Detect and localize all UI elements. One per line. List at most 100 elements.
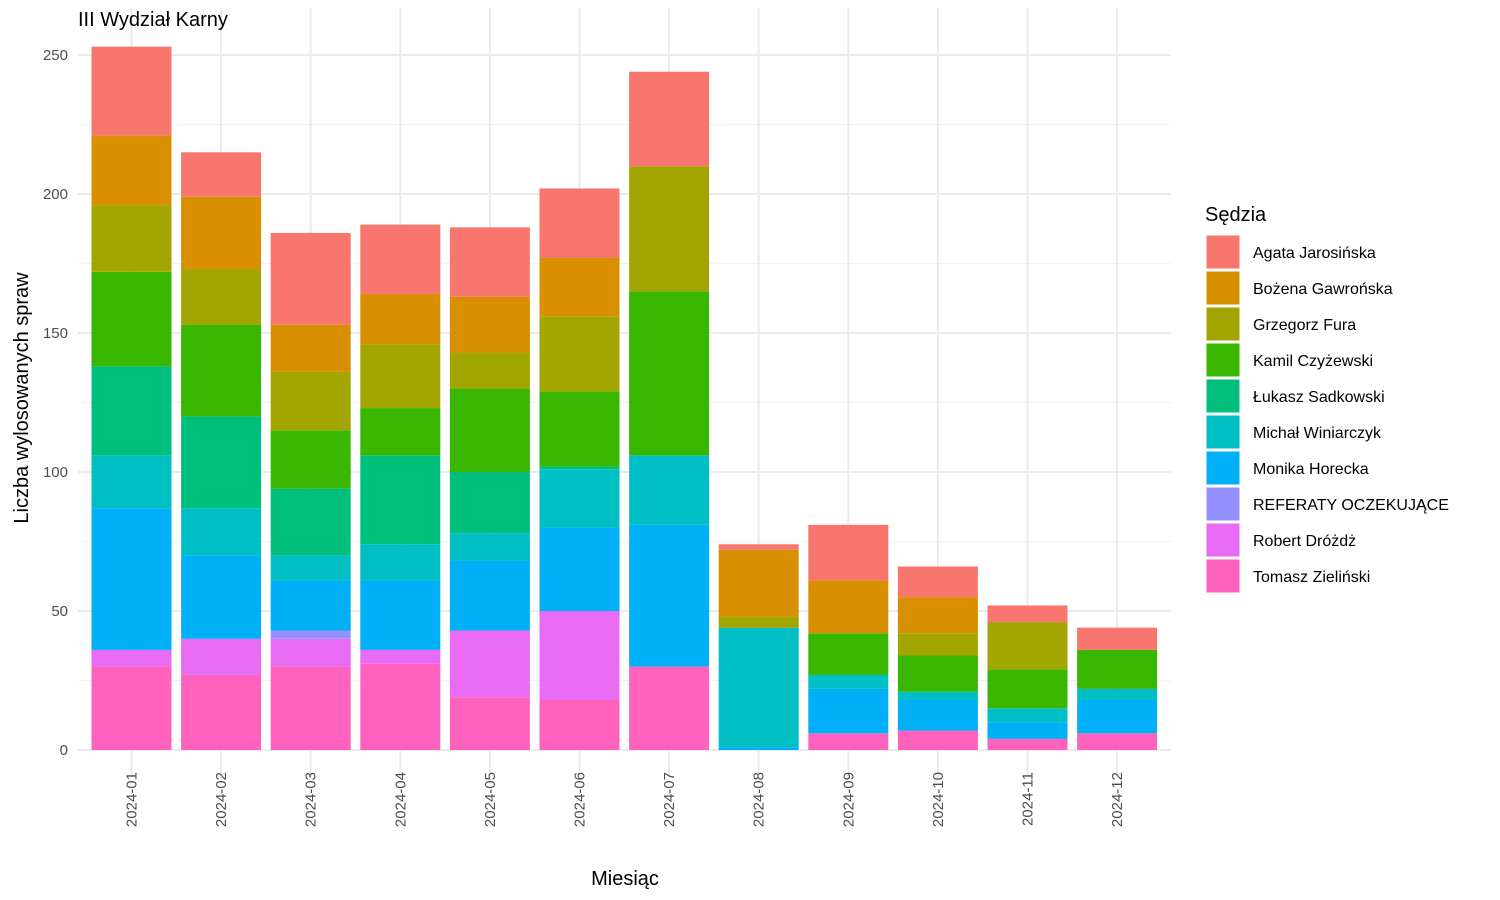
bar-2024-03-grzegorz-fura	[270, 371, 351, 431]
bar-2024-01-robert-drozdz	[91, 649, 172, 667]
bar-2024-12-tomasz-zielinski	[1077, 733, 1158, 750]
legend-label: Michał Winiarczyk	[1253, 425, 1382, 442]
bar-2024-03-kamil-czyzewski	[270, 430, 351, 489]
bar-2024-02-lukasz-sadkowski	[181, 416, 262, 509]
y-axis-ticks: 0 50 100 150 200 250	[43, 47, 68, 759]
legend-label: Kamil Czyżewski	[1253, 353, 1373, 370]
bar-2024-05-kamil-czyzewski	[449, 388, 530, 472]
bar-2024-01-monika-horecka	[91, 508, 172, 650]
chart-title: III Wydział Karny	[78, 9, 228, 31]
bar-2024-03-lukasz-sadkowski	[270, 488, 351, 556]
legend-label: Bożena Gawrońska	[1253, 281, 1393, 298]
legend-key	[1205, 306, 1241, 342]
bar-2024-02-kamil-czyzewski	[181, 324, 262, 417]
y-tick-label: 250	[43, 47, 68, 64]
bar-2024-12-michal-winiarczyk	[1077, 688, 1158, 700]
bar-2024-06-kamil-czyzewski	[539, 391, 620, 467]
x-axis-title: Miesiąc	[591, 868, 659, 890]
legend-label: Agata Jarosińska	[1253, 245, 1376, 262]
bar-2024-11-tomasz-zielinski	[987, 738, 1068, 750]
bar-2024-08-agata-jarosinska	[718, 544, 799, 550]
legend-label: Łukasz Sadkowski	[1253, 389, 1385, 406]
legend-item: Michał Winiarczyk	[1205, 414, 1382, 450]
legend-item: Bożena Gawrońska	[1205, 270, 1393, 306]
bar-2024-02-robert-drozdz	[181, 638, 262, 675]
x-tick-label: 2024-03	[303, 772, 320, 827]
bar-2024-11-monika-horecka	[987, 722, 1068, 739]
bar-2024-09-kamil-czyzewski	[808, 633, 889, 675]
bar-2024-05-michal-winiarczyk	[449, 533, 530, 561]
bar-2024-04-tomasz-zielinski	[360, 663, 441, 750]
bar-2024-06-michal-winiarczyk	[539, 469, 620, 528]
legend-item: Grzegorz Fura	[1205, 306, 1356, 342]
legend-label: Monika Horecka	[1253, 461, 1369, 478]
x-tick-label: 2024-06	[572, 772, 589, 827]
legend-item: Kamil Czyżewski	[1205, 342, 1373, 378]
legend-label: Robert Dróżdż	[1253, 533, 1356, 550]
bar-2024-01-kamil-czyzewski	[91, 271, 172, 367]
bar-2024-10-monika-horecka	[897, 699, 978, 731]
x-tick-label: 2024-07	[661, 772, 678, 827]
legend-item: REFERATY OCZEKUJĄCE	[1205, 486, 1449, 522]
bar-2024-07-michal-winiarczyk	[629, 455, 710, 525]
x-axis-ticks: 2024-01 2024-02 2024-03 2024-04 2024-05 2024-…	[124, 772, 1127, 827]
legend-key	[1205, 450, 1241, 486]
bar-2024-06-agata-jarosinska	[539, 188, 620, 258]
bar-2024-05-tomasz-zielinski	[449, 697, 530, 750]
x-tick-label: 2024-04	[392, 772, 409, 827]
legend-item: Tomasz Zieliński	[1205, 558, 1370, 594]
legend-label: Grzegorz Fura	[1253, 317, 1356, 334]
bar-2024-03-monika-horecka	[270, 580, 351, 631]
x-tick-label: 2024-09	[840, 772, 857, 827]
bar-2024-11-grzegorz-fura	[987, 622, 1068, 670]
y-tick-label: 200	[43, 186, 68, 203]
bar-2024-07-tomasz-zielinski	[629, 666, 710, 750]
bar-2024-10-grzegorz-fura	[897, 633, 978, 656]
bar-2024-09-michal-winiarczyk	[808, 674, 889, 689]
bar-2024-01-agata-jarosinska	[91, 46, 172, 136]
x-tick-label: 2024-01	[124, 772, 141, 827]
bar-2024-03-agata-jarosinska	[270, 232, 351, 325]
bar-2024-08-grzegorz-fura	[718, 616, 799, 628]
legend-item: Agata Jarosińska	[1205, 234, 1376, 270]
bar-2024-06-bozena-gawronska	[539, 257, 620, 317]
bar-2024-03-robert-drozdz	[270, 638, 351, 667]
bar-2024-05-grzegorz-fura	[449, 352, 530, 389]
bar-2024-11-michal-winiarczyk	[987, 708, 1068, 723]
bar-2024-06-tomasz-zielinski	[539, 699, 620, 750]
bar-2024-01-bozena-gawronska	[91, 135, 172, 206]
bars-layer	[91, 46, 1158, 750]
bar-2024-06-monika-horecka	[539, 527, 620, 611]
bar-2024-09-tomasz-zielinski	[808, 733, 889, 750]
legend-key	[1205, 270, 1241, 306]
bar-2024-09-agata-jarosinska	[808, 524, 889, 581]
bar-2024-12-monika-horecka	[1077, 699, 1158, 734]
legend-key	[1205, 234, 1241, 270]
bar-2024-02-grzegorz-fura	[181, 269, 262, 325]
legend-key	[1205, 342, 1241, 378]
bar-2024-11-kamil-czyzewski	[987, 669, 1068, 709]
bar-2024-05-robert-drozdz	[449, 630, 530, 698]
bar-2024-11-agata-jarosinska	[987, 605, 1068, 623]
bar-2024-02-agata-jarosinska	[181, 152, 262, 197]
bar-2024-01-michal-winiarczyk	[91, 455, 172, 509]
y-tick-label: 0	[60, 742, 68, 759]
bar-2024-10-bozena-gawronska	[897, 597, 978, 634]
bar-2024-02-michal-winiarczyk	[181, 508, 262, 556]
bar-2024-05-monika-horecka	[449, 560, 530, 631]
bar-2024-06-grzegorz-fura	[539, 316, 620, 392]
x-tick-label: 2024-05	[482, 772, 499, 827]
legend-key	[1205, 414, 1241, 450]
y-tick-label: 50	[51, 603, 68, 620]
x-tick-label: 2024-08	[751, 772, 768, 827]
bar-2024-06-lukasz-sadkowski	[539, 466, 620, 470]
legend-key	[1205, 378, 1241, 414]
bar-2024-04-lukasz-sadkowski	[360, 455, 441, 545]
legend-item: Monika Horecka	[1205, 450, 1369, 486]
legend-label: REFERATY OCZEKUJĄCE	[1253, 497, 1449, 514]
bar-2024-04-bozena-gawronska	[360, 294, 441, 345]
bar-2024-10-michal-winiarczyk	[897, 691, 978, 700]
legend-key	[1205, 486, 1241, 522]
legend-key	[1205, 558, 1241, 594]
